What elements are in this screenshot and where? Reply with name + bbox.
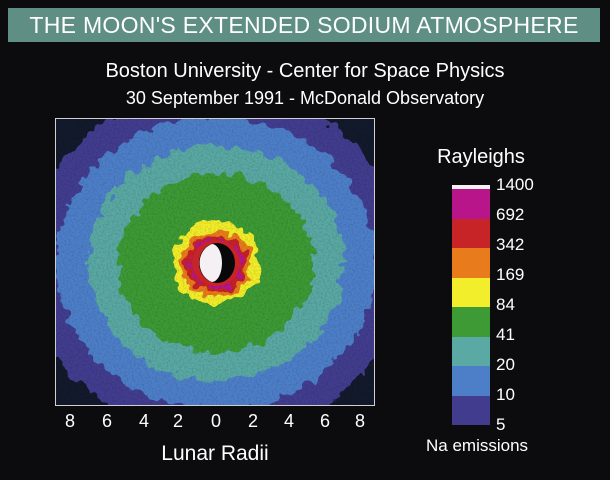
colorbar-swatch <box>452 218 490 248</box>
colorbar-level-label: 342 <box>496 235 525 254</box>
colorbar <box>452 185 490 425</box>
colorbar-swatch <box>452 307 490 337</box>
x-axis-label: Lunar Radii <box>161 442 269 465</box>
colorbar-level-label: 1400 <box>496 175 534 194</box>
colorbar-swatch <box>452 336 490 366</box>
colorbar-swatch <box>452 395 490 425</box>
sodium-emission-image <box>55 118 375 406</box>
subtitle-institution: Boston University - Center for Space Phy… <box>105 60 505 82</box>
page-title: THE MOON'S EXTENDED SODIUM ATMOSPHERE <box>29 11 579 38</box>
x-tick-label: 4 <box>283 411 294 431</box>
x-tick-label: 4 <box>138 411 149 431</box>
x-tick-label: 0 <box>210 411 221 431</box>
colorbar-level-label: 169 <box>496 265 525 284</box>
x-tick-label: 8 <box>64 411 75 431</box>
x-tick-label: 6 <box>101 411 112 431</box>
x-tick-label: 2 <box>172 411 183 431</box>
colorbar-swatch <box>452 277 490 307</box>
subtitle-date-observatory: 30 September 1991 - McDonald Observatory <box>125 88 485 108</box>
colorbar-swatch <box>452 248 490 278</box>
colorbar-swatch <box>452 189 490 219</box>
title-banner: THE MOON'S EXTENDED SODIUM ATMOSPHERE <box>8 8 600 42</box>
x-tick-label: 8 <box>354 411 365 431</box>
x-tick-label: 6 <box>319 411 330 431</box>
colorbar-level-label: 41 <box>496 325 515 344</box>
sodium-glow-graphic <box>56 119 374 405</box>
colorbar-level-label: 5 <box>496 415 506 434</box>
moon-disk <box>192 240 240 286</box>
lit-crescent <box>199 244 222 282</box>
colorbar-footer: Na emissions <box>426 436 529 455</box>
colorbar-swatch <box>452 366 490 396</box>
colorbar-swatch <box>452 185 490 189</box>
colorbar-title: Rayleighs <box>437 146 525 168</box>
colorbar-level-label: 20 <box>496 355 515 374</box>
colorbar-level-label: 692 <box>496 205 525 224</box>
colorbar-level-label: 10 <box>496 385 515 404</box>
colorbar-level-label: 84 <box>496 295 515 314</box>
x-tick-label: 2 <box>247 411 258 431</box>
